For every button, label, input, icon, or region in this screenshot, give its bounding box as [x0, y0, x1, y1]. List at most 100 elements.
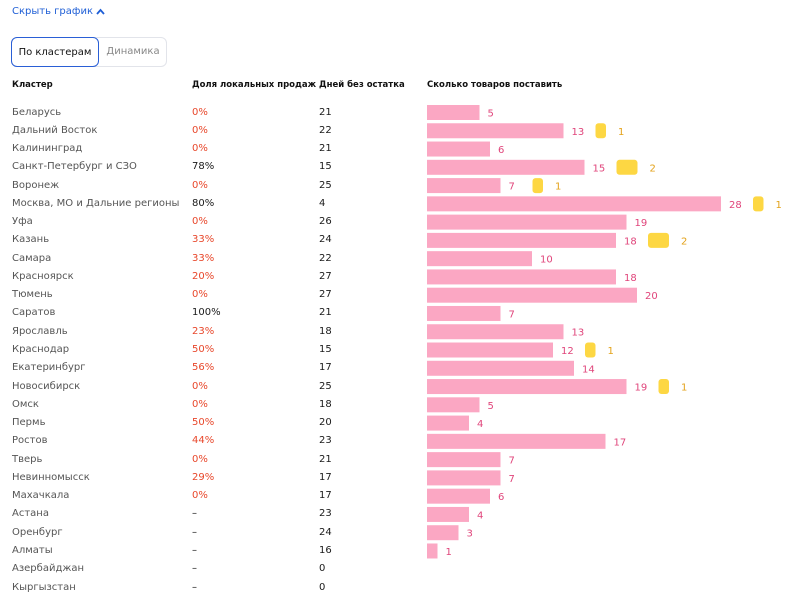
need-label: 1: [446, 547, 452, 558]
tab[interactable]: По кластерам: [11, 37, 99, 67]
days-without-stock: 22: [319, 124, 332, 136]
extra-label: 1: [555, 182, 561, 193]
need-bar: [427, 232, 616, 248]
local-share: 33%: [192, 234, 215, 246]
need-bar: [427, 397, 480, 413]
extra-label: 1: [681, 383, 687, 394]
need-bar: [427, 123, 564, 139]
local-share: 78%: [192, 161, 215, 173]
cluster-name: Москва, МО и Дальние регионы: [12, 197, 180, 209]
cluster-name: Новосибирск: [12, 380, 81, 392]
need-bar: [427, 159, 585, 175]
need-label: 6: [498, 492, 504, 503]
need-label: 12: [561, 346, 574, 357]
days-without-stock: 15: [319, 344, 332, 355]
need-bar: [427, 269, 616, 285]
need-bar: [427, 470, 501, 486]
cluster-name: Самара: [12, 252, 52, 264]
local-share: 44%: [192, 435, 215, 447]
cluster-name: Оренбург: [12, 526, 63, 538]
need-label: 17: [614, 437, 627, 448]
extra-label: 1: [608, 346, 614, 357]
cluster-name: Тюмень: [12, 289, 53, 301]
need-bar: [427, 141, 490, 157]
cluster-name: Дальний Восток: [12, 124, 98, 136]
local-share: 0%: [192, 380, 208, 392]
column-header: Кластер: [12, 80, 53, 90]
days-without-stock: 27: [319, 289, 332, 301]
cluster-name: Беларусь: [12, 106, 62, 118]
need-bar: [427, 488, 490, 504]
local-share: –: [192, 563, 197, 575]
extra-bar: [753, 196, 764, 212]
local-share: –: [192, 544, 197, 556]
cluster-name: Омск: [12, 398, 39, 410]
cluster-name: Пермь: [12, 417, 46, 429]
days-without-stock: 21: [319, 106, 332, 118]
need-bar: [427, 506, 469, 522]
tab[interactable]: Динамика: [106, 46, 160, 57]
days-without-stock: 4: [319, 197, 326, 209]
extra-label: 1: [776, 200, 782, 211]
days-without-stock: 25: [319, 179, 332, 191]
need-label: 18: [624, 236, 637, 247]
local-share: 29%: [192, 471, 215, 483]
local-share: 80%: [192, 197, 215, 209]
days-without-stock: 23: [319, 508, 332, 520]
cluster-name: Алматы: [12, 544, 53, 556]
cluster-name: Ярославль: [12, 325, 68, 337]
need-bar: [427, 415, 469, 431]
column-header: Сколько товаров поставить: [427, 80, 563, 90]
need-bar: [427, 287, 637, 303]
need-bar: [427, 452, 501, 468]
local-share: 0%: [192, 179, 208, 191]
local-share: 0%: [192, 143, 208, 155]
days-without-stock: 25: [319, 380, 332, 392]
days-without-stock: 16: [319, 544, 332, 556]
local-share: 0%: [192, 216, 208, 228]
days-without-stock: 17: [319, 362, 332, 374]
extra-label: 2: [650, 163, 656, 174]
local-share: 0%: [192, 453, 208, 465]
cluster-name: Саратов: [12, 307, 56, 319]
need-label: 15: [593, 163, 606, 174]
cluster-name: Красноярск: [12, 270, 74, 282]
days-without-stock: 17: [319, 471, 332, 483]
days-without-stock: 0: [319, 563, 326, 575]
cluster-name: Невинномысск: [12, 471, 90, 483]
need-bar: [427, 214, 627, 230]
toggle-chart[interactable]: Скрыть график: [12, 6, 105, 17]
cluster-name: Уфа: [12, 216, 33, 228]
need-bar: [427, 342, 553, 358]
local-share: 23%: [192, 325, 215, 337]
days-without-stock: 21: [319, 453, 332, 465]
local-share: 0%: [192, 398, 208, 410]
need-label: 14: [582, 364, 595, 375]
days-without-stock: 27: [319, 270, 332, 282]
days-without-stock: 22: [319, 252, 332, 264]
need-label: 13: [572, 328, 585, 339]
cluster-name: Тверь: [12, 453, 43, 465]
extra-bar: [595, 123, 606, 139]
need-label: 7: [509, 456, 515, 467]
need-bar: [427, 324, 564, 340]
need-bar: [427, 543, 438, 559]
extra-label: 1: [618, 127, 624, 138]
days-without-stock: 24: [319, 234, 332, 246]
days-without-stock: 24: [319, 526, 332, 538]
need-label: 19: [635, 383, 648, 394]
days-without-stock: 21: [319, 143, 332, 155]
need-label: 10: [540, 255, 553, 266]
need-label: 5: [488, 401, 494, 412]
toggle-text[interactable]: Скрыть график: [12, 6, 93, 17]
days-without-stock: 18: [319, 398, 332, 410]
days-without-stock: 15: [319, 161, 332, 173]
local-share: 20%: [192, 270, 215, 282]
local-share: 0%: [192, 106, 208, 118]
local-share: 100%: [192, 307, 221, 319]
need-label: 19: [635, 218, 648, 229]
need-label: 13: [572, 127, 585, 138]
need-bar: [427, 251, 532, 267]
